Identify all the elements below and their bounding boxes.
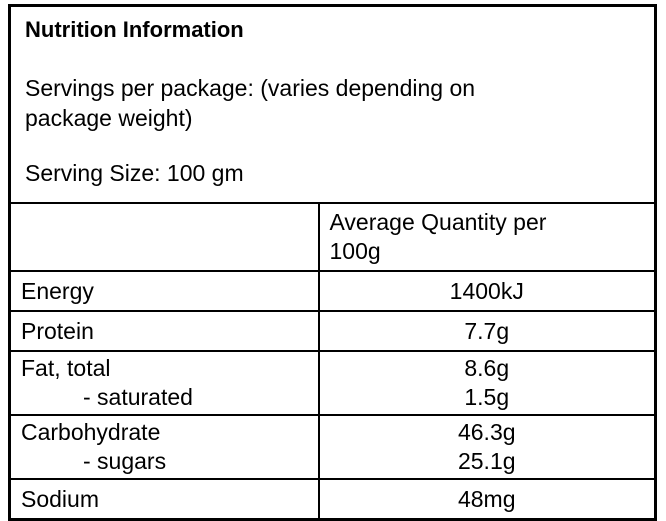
nutrient-cell-energy: Energy: [8, 270, 320, 312]
nutrient-value: 8.6g: [464, 355, 510, 381]
nutrient-cell-protein: Protein: [8, 310, 320, 352]
quantity-header-text: Average Quantity per 100g: [329, 209, 547, 264]
label-title: Nutrition Information: [25, 17, 244, 42]
table-row-protein: Protein 7.7g: [8, 310, 657, 352]
nutrient-value: 1400kJ: [449, 277, 524, 304]
nutrient-sub-value: 25.1g: [457, 448, 516, 474]
nutrient-sub-value: 1.5g: [464, 384, 510, 410]
value-cell-protein: 7.7g: [317, 310, 657, 352]
value-cell-energy: 1400kJ: [317, 270, 657, 312]
nutrient-value: 48mg: [457, 485, 516, 512]
value-cell-fat: 8.6g 1.5g: [317, 350, 657, 416]
servings-per-package-text: Servings per package: (varies depending …: [25, 75, 476, 131]
nutrient-label: Protein: [21, 317, 94, 344]
nutrient-label: Carbohydrate: [21, 419, 161, 445]
table-row-energy: Energy 1400kJ: [8, 270, 657, 312]
nutrition-label-table: Nutrition Information Servings per packa…: [8, 4, 657, 521]
table-header-row: Average Quantity per 100g: [8, 202, 657, 272]
nutrient-label: Fat, total: [21, 355, 111, 381]
quantity-header-cell: Average Quantity per 100g: [317, 202, 657, 272]
table-row-fat: Fat, total - saturated 8.6g 1.5g: [8, 350, 657, 416]
table-row-sodium: Sodium 48mg: [8, 478, 657, 521]
nutrient-cell-sodium: Sodium: [8, 478, 320, 521]
label-intro-cell: Nutrition Information Servings per packa…: [8, 4, 657, 204]
nutrient-label: Sodium: [21, 485, 99, 512]
nutrient-header-cell-empty: [8, 202, 320, 272]
label-intro-row: Nutrition Information Servings per packa…: [8, 4, 657, 204]
table-row-carbohydrate: Carbohydrate - sugars 46.3g 25.1g: [8, 414, 657, 480]
nutrient-label: Energy: [21, 277, 94, 304]
value-cell-sodium: 48mg: [317, 478, 657, 521]
nutrient-value: 46.3g: [457, 419, 516, 445]
nutrient-cell-carbohydrate: Carbohydrate - sugars: [8, 414, 320, 480]
nutrient-sub-label: - sugars: [83, 448, 167, 474]
nutrient-cell-fat: Fat, total - saturated: [8, 350, 320, 416]
nutrient-sub-label: - saturated: [83, 384, 193, 410]
nutrient-value: 7.7g: [464, 317, 510, 344]
serving-size-text: Serving Size: 100 gm: [25, 160, 244, 186]
value-cell-carbohydrate: 46.3g 25.1g: [317, 414, 657, 480]
